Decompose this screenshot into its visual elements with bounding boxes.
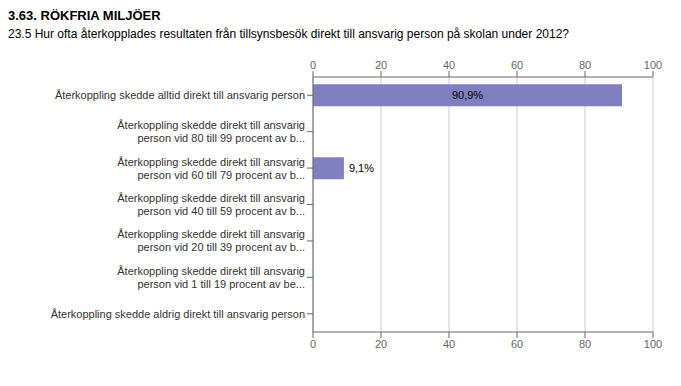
svg-text:20: 20 [375, 59, 387, 71]
svg-text:0: 0 [310, 59, 316, 71]
svg-text:80: 80 [579, 59, 591, 71]
svg-text:90,9%: 90,9% [452, 89, 483, 101]
svg-text:Återkoppling skedde direkt til: Återkoppling skedde direkt till ansvarig… [117, 156, 305, 181]
svg-text:9,1%: 9,1% [349, 162, 374, 174]
svg-text:Återkoppling skedde direkt til: Återkoppling skedde direkt till ansvarig… [117, 192, 305, 217]
svg-text:100: 100 [644, 59, 662, 71]
html-text:3.63. RÖKFRIA MILJÖER: 3.63. RÖKFRIA MILJÖER [8, 8, 161, 23]
svg-text:20: 20 [375, 338, 387, 350]
svg-text:40: 40 [443, 59, 455, 71]
svg-text:Återkoppling skedde direkt til: Återkoppling skedde direkt till ansvarig… [117, 119, 305, 144]
svg-text:Återkoppling skedde direkt til: Återkoppling skedde direkt till ansvarig… [117, 265, 305, 290]
svg-text:100: 100 [644, 338, 662, 350]
svg-text:40: 40 [443, 338, 455, 350]
html-text:23.5 Hur ofta återkopplades re: 23.5 Hur ofta återkopplades resultaten f… [8, 27, 569, 41]
svg-text:60: 60 [511, 338, 523, 350]
svg-text:Återkoppling skedde direkt til: Återkoppling skedde direkt till ansvarig… [117, 228, 305, 253]
svg-text:Återkoppling skedde alltid dir: Återkoppling skedde alltid direkt till a… [55, 89, 305, 101]
svg-text:0: 0 [310, 338, 316, 350]
svg-text:60: 60 [511, 59, 523, 71]
svg-text:Återkoppling skedde aldrig dir: Återkoppling skedde aldrig direkt till a… [51, 308, 305, 320]
svg-text:80: 80 [579, 338, 591, 350]
